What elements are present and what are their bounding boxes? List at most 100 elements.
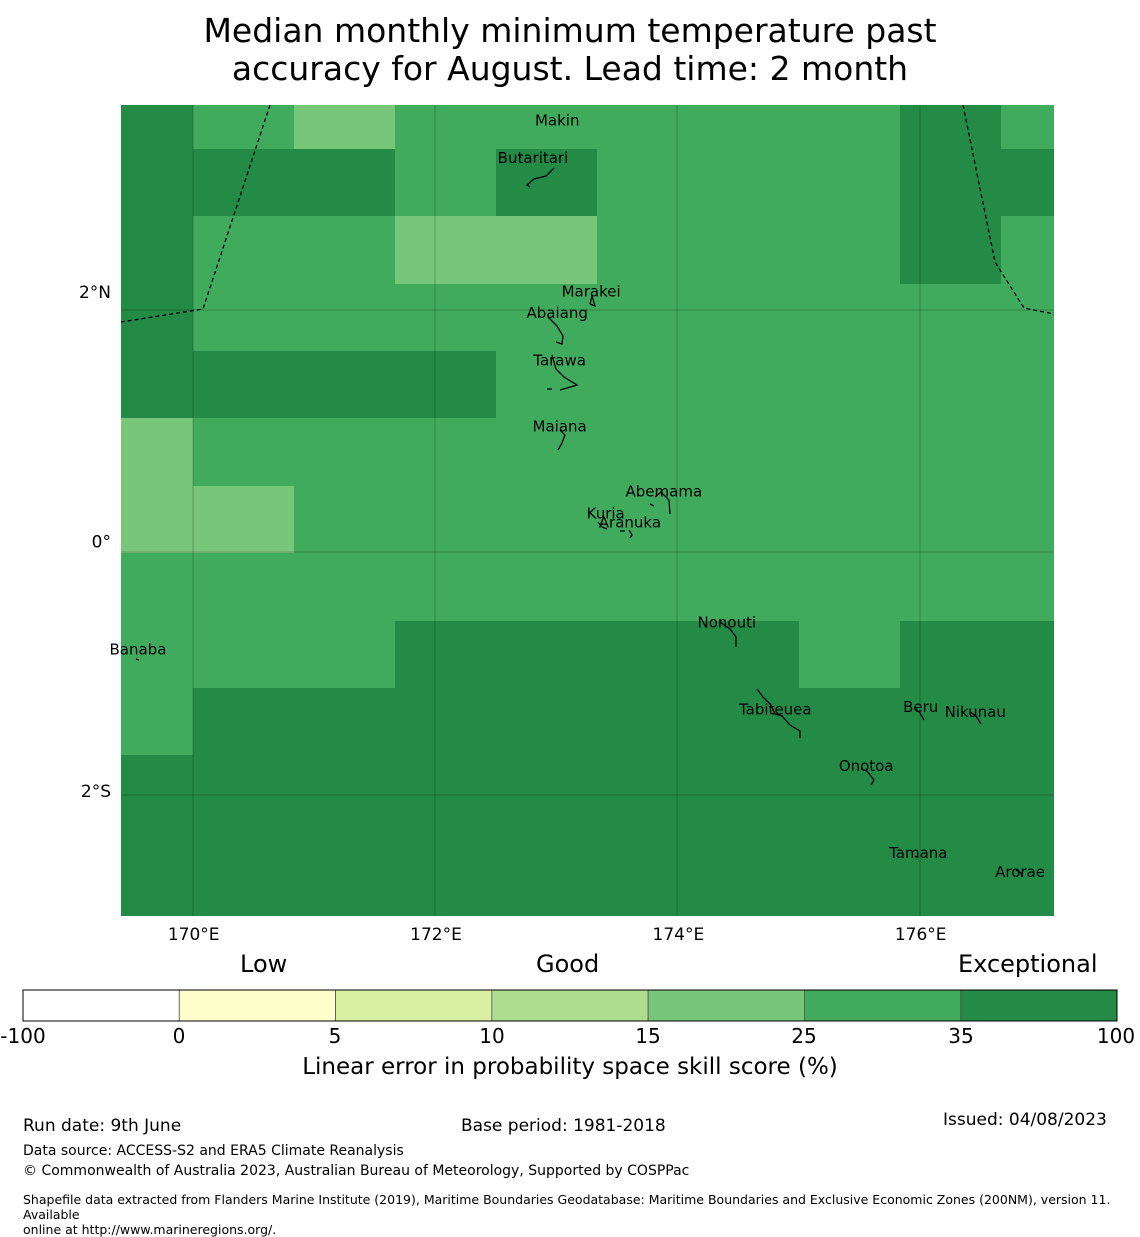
- skill-cell: [395, 149, 497, 217]
- colorbar-tick: 10: [479, 1024, 505, 1048]
- skill-cell: [193, 149, 295, 217]
- skill-cell: [900, 621, 1002, 689]
- colorbar-segment: [647, 989, 805, 1022]
- colorbar-frame: [22, 989, 1118, 1022]
- skill-cell: [294, 149, 396, 217]
- skill-cell: [799, 351, 901, 419]
- colorbar-tick: 0: [172, 1024, 186, 1048]
- colorbar-segment: [335, 989, 493, 1022]
- skill-cell: [597, 216, 699, 285]
- skill-cell: [121, 149, 194, 217]
- skill-cell: [900, 149, 1002, 217]
- skill-cell: [294, 486, 396, 554]
- place-label-arorae: Arorae: [995, 863, 1045, 881]
- skill-cell: [395, 351, 497, 419]
- skill-cell: [1001, 553, 1054, 622]
- skill-cell: [900, 486, 1002, 554]
- skill-cell: [698, 105, 800, 150]
- skill-cell: [698, 822, 800, 916]
- place-label-makin: Makin: [535, 112, 580, 130]
- skill-cell: [1001, 351, 1054, 419]
- place-label-nikunau: Nikunau: [945, 703, 1006, 721]
- skill-cell: [597, 351, 699, 419]
- skill-cell: [799, 149, 901, 217]
- colorbar-tick: 100: [1096, 1024, 1136, 1048]
- place-label-kuria: Kuria: [587, 505, 625, 523]
- skill-cell: [294, 822, 396, 916]
- shapefile-credit: Shapefile data extracted from Flanders M…: [23, 1192, 1140, 1237]
- colorbar-segment: [491, 989, 649, 1022]
- skill-cell: [698, 486, 800, 554]
- skill-cell: [496, 553, 598, 622]
- skill-cell: [597, 149, 699, 217]
- latitude-ticks: 2°N 0° 2°S: [79, 283, 111, 802]
- skill-cell: [395, 822, 497, 916]
- skill-cell: [1001, 822, 1054, 916]
- data-source: Data source: ACCESS-S2 and ERA5 Climate …: [23, 1143, 404, 1159]
- skill-cell: [496, 351, 598, 419]
- map-title: Median monthly minimum temperature past …: [0, 12, 1140, 88]
- skill-cell: [900, 755, 1002, 823]
- skill-cell: [193, 351, 295, 419]
- skill-cell: [496, 822, 598, 916]
- colorbar-heading-exceptional: Exceptional: [958, 950, 1098, 978]
- skill-cell: [1001, 755, 1054, 823]
- skill-cell: [121, 688, 194, 756]
- skill-cell: [193, 688, 295, 756]
- skill-cell: [799, 822, 901, 916]
- place-label-onotoa: Onotoa: [839, 757, 894, 775]
- skill-cell: [193, 755, 295, 823]
- longitude-tick-label: 174°E: [653, 925, 705, 945]
- place-label-beru: Beru: [903, 698, 938, 716]
- skill-cell: [121, 216, 194, 285]
- colorbar-segment: [22, 989, 180, 1022]
- skill-cell: [121, 105, 194, 150]
- skill-cell: [395, 418, 497, 487]
- skill-cell: [799, 755, 901, 823]
- skill-cell: [294, 621, 396, 689]
- colorbar-segment: [960, 989, 1118, 1022]
- skill-cell: [900, 418, 1002, 487]
- place-label-nonouti: Nonouti: [698, 613, 757, 631]
- skill-cell: [698, 216, 800, 285]
- skill-cell: [395, 284, 497, 352]
- run-date: Run date: 9th June: [23, 1116, 182, 1136]
- skill-map: Makin Butaritari Marakei Abaiang Tarawa Maian…: [79, 105, 1054, 945]
- skill-cell: [900, 351, 1002, 419]
- skill-cell: [121, 553, 194, 622]
- skill-cell: [496, 149, 598, 217]
- skill-cell: [698, 149, 800, 217]
- skill-cell: [294, 216, 396, 285]
- longitude-tick-label: 176°E: [895, 925, 947, 945]
- longitude-tick-label: 172°E: [410, 925, 462, 945]
- skill-cell: [121, 822, 194, 916]
- eez-boundary: [121, 105, 1054, 323]
- base-period: Base period: 1981-2018: [461, 1116, 666, 1136]
- skill-cell: [496, 486, 598, 554]
- skill-cell: [597, 105, 699, 150]
- skill-cell: [597, 284, 699, 352]
- skill-cell: [193, 822, 295, 916]
- colorbar-heading-good: Good: [536, 950, 600, 978]
- skill-cell: [193, 216, 295, 285]
- skill-cell: [294, 105, 396, 150]
- skill-cell: [496, 216, 598, 285]
- skill-cell: [1001, 149, 1054, 217]
- skill-cell: [395, 688, 497, 756]
- skill-cell: [395, 486, 497, 554]
- skill-cell: [1001, 105, 1054, 150]
- skill-cell: [698, 553, 800, 622]
- skill-cell: [597, 553, 699, 622]
- skill-cell: [900, 553, 1002, 622]
- skill-cell: [496, 284, 598, 352]
- skill-cell: [496, 755, 598, 823]
- skill-cell: [799, 688, 901, 756]
- place-label-banaba: Banaba: [110, 641, 167, 659]
- title-line-1: Median monthly minimum temperature past: [203, 11, 937, 50]
- place-label-tabiteuea: Tabiteuea: [738, 701, 812, 719]
- place-label-aranuka: Aranuka: [599, 513, 661, 531]
- colorbar-heading-low: Low: [240, 950, 288, 978]
- skill-cell: [193, 486, 295, 554]
- skill-cell: [698, 621, 800, 689]
- title-line-2: accuracy for August. Lead time: 2 month: [231, 49, 909, 88]
